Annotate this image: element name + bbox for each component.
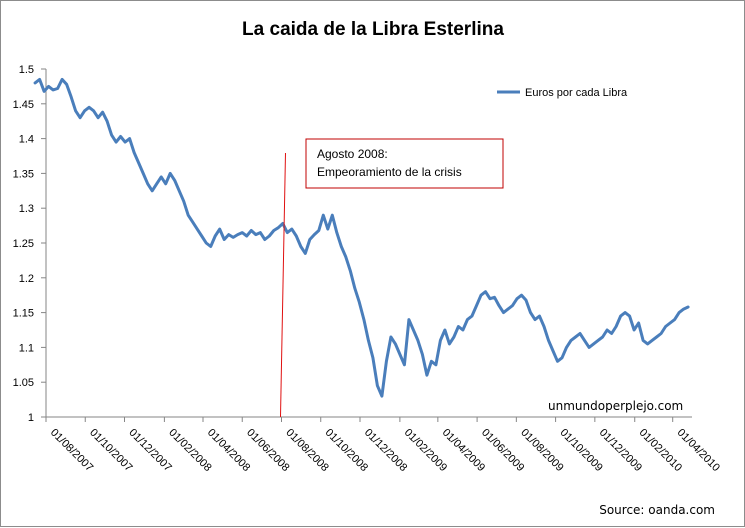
series-line	[33, 77, 690, 398]
y-tick-label: 1.15	[13, 308, 34, 320]
y-tick-label: 1	[28, 412, 34, 424]
series-layer	[33, 77, 690, 398]
annotation-marker-line	[279, 152, 286, 418]
source-text: Source: oanda.com	[599, 503, 715, 517]
y-tick-label: 1.3	[19, 203, 34, 215]
y-tick-label: 1.2	[19, 273, 34, 285]
annotation-line-1: Agosto 2008:	[317, 147, 388, 161]
annotation-box	[305, 138, 504, 189]
y-tick-label: 1.35	[13, 168, 34, 180]
y-tick-label: 1.1	[19, 342, 34, 354]
y-tick-label: 1.45	[13, 99, 34, 111]
legend-label: Euros por cada Libra	[525, 87, 628, 99]
y-tick-labels: 1 1.05 1.1 1.15 1.2 1.25 1.3 1.35 1.4 1.45 1.5	[13, 64, 34, 424]
y-tick-label: 1.5	[19, 64, 34, 76]
annotation-line-2: Empeoramiento de la crisis	[317, 165, 462, 179]
axes	[41, 68, 692, 422]
y-tick-label: 1.25	[13, 238, 34, 250]
watermark-text: unmundoperplejo.com	[548, 399, 683, 413]
y-tick-label: 1.05	[13, 377, 34, 389]
x-tick-labels: 01/08/200701/10/200701/12/200701/02/2008…	[48, 427, 722, 474]
chart-title: La caida de la Libra Esterlina	[242, 19, 504, 40]
y-tick-label: 1.4	[19, 134, 34, 146]
legend: Euros por cada Libra	[497, 87, 628, 99]
